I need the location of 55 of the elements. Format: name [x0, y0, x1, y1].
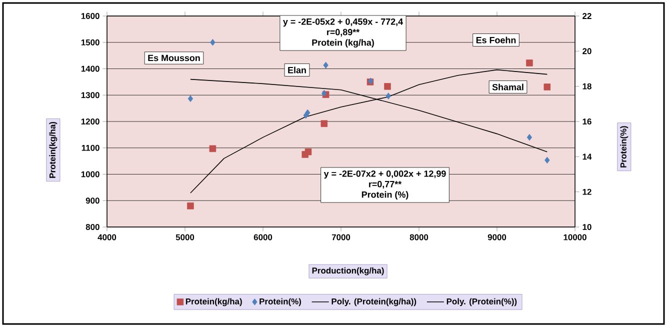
- y-tick-label: 1400: [81, 66, 100, 72]
- point: [526, 134, 532, 141]
- legend-label: Protein(kg/ha): [186, 298, 242, 306]
- x-tick-label: 9000: [488, 234, 506, 240]
- y2-tick-label: 22: [582, 13, 592, 19]
- annotation: Elan: [288, 66, 306, 74]
- x-tick-label: 6000: [254, 234, 272, 240]
- point: [544, 84, 551, 90]
- annotation: r=0,77**: [369, 180, 402, 189]
- y2-tick-label: 10: [582, 224, 592, 230]
- annotation: Shamal: [492, 84, 524, 90]
- y-tick-label: 900: [86, 198, 100, 204]
- point: [323, 62, 328, 69]
- y2-tick-label: 12: [582, 188, 592, 195]
- x-tick-label: 10000: [564, 234, 586, 240]
- annotation: Es Foehn: [476, 36, 516, 44]
- y-tick-label: 1300: [81, 92, 100, 98]
- point: [320, 120, 328, 127]
- annotation: Protein (kg/ha): [312, 39, 374, 48]
- y-tick-label: 800: [86, 224, 100, 230]
- legend-label: Poly. (Protein(kg/ha)): [332, 298, 416, 306]
- point: [386, 92, 391, 100]
- y-tick-label: 1000: [81, 171, 100, 178]
- point: [209, 145, 216, 152]
- y-tick-label: 1500: [81, 39, 100, 46]
- point: [544, 156, 550, 164]
- y2-tick-label: 16: [582, 118, 592, 124]
- legend-label: Protein(%): [260, 298, 301, 306]
- annotation: y = -2E-07x2 + 0,002x + 12,99: [324, 170, 446, 179]
- point: [322, 90, 327, 97]
- point: [188, 95, 194, 102]
- y-tick-label: 1200: [81, 118, 100, 124]
- y-tick-label: 1600: [81, 13, 100, 19]
- y2-tick-label: 18: [582, 83, 592, 90]
- x-axis-title: Production(kg/ha): [312, 267, 384, 276]
- y2-tick-label: 20: [582, 48, 592, 54]
- y2-tick-label: 14: [582, 154, 592, 160]
- y-tick-label: 1100: [82, 144, 100, 151]
- y2-axis-title: Protein(%): [620, 126, 628, 168]
- annotation: Es Mousson: [148, 54, 200, 62]
- x-tick-label: 7000: [332, 234, 350, 240]
- annotation: y = -2E-05x2 + 0,459x - 772,4: [282, 18, 403, 27]
- y-axis-title: Protein(kg/ha): [49, 122, 58, 178]
- annotation: Protein (%): [362, 191, 408, 200]
- annotation: r=0,89**: [327, 28, 360, 37]
- x-tick-label: 8000: [410, 234, 428, 240]
- x-tick-label: 5000: [176, 234, 194, 240]
- point: [304, 148, 312, 156]
- x-tick-label: 4000: [98, 234, 116, 240]
- point: [210, 38, 216, 46]
- point: [384, 83, 391, 90]
- legend-label: Poly. (Protein(%)): [446, 298, 517, 306]
- point: [526, 60, 533, 66]
- point: [305, 109, 310, 116]
- point: [187, 202, 194, 210]
